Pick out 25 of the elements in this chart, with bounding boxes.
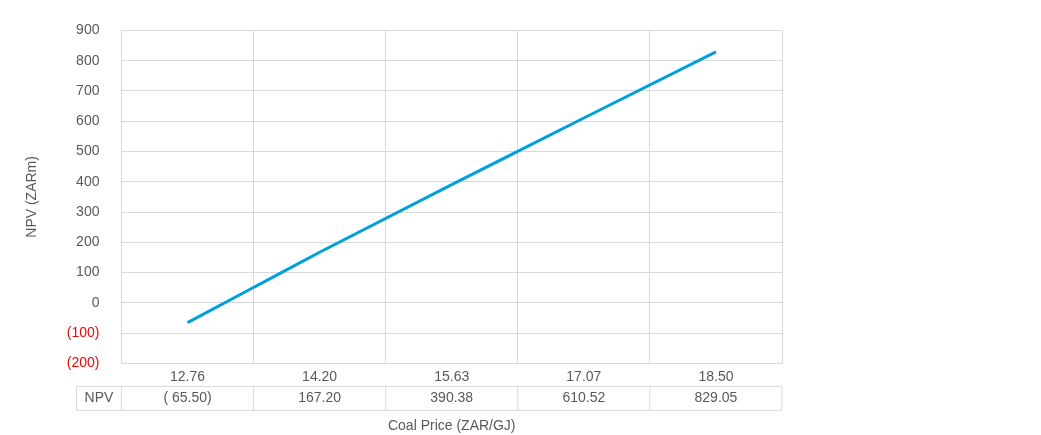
data-label: 390.38 [430,389,474,406]
x-tick-label: 17.07 [566,367,602,384]
y-tick-label: 0 [91,293,100,310]
data-label: 610.52 [562,389,606,406]
y-tick-label: 100 [76,263,100,280]
x-axis-title: Coal Price (ZAR/GJ) [387,417,516,434]
y-tick-label: 700 [76,81,100,98]
x-tick-label: 15.63 [434,367,470,384]
y-tick-label: 300 [76,202,100,219]
y-tick-label: 500 [76,142,100,159]
x-tick-label: 12.76 [170,367,206,384]
y-tick-label: 600 [76,112,100,129]
x-tick-label: 18.50 [698,367,734,384]
y-tick-label: 900 [76,21,100,38]
y-axis-title: NPV (ZARm) [23,156,40,238]
data-label: 829.05 [694,389,738,406]
y-tick-label: 200 [76,233,100,250]
y-tick-label: 800 [76,51,100,68]
text: NPV [84,389,115,406]
y-tick-label: 400 [76,172,100,189]
data-label: ( 65.50) [163,389,212,406]
y-tick-label: (100) [66,323,100,340]
x-tick-label: 14.20 [302,367,338,384]
y-tick-label: (200) [66,354,100,371]
data-label: 167.20 [298,389,342,406]
